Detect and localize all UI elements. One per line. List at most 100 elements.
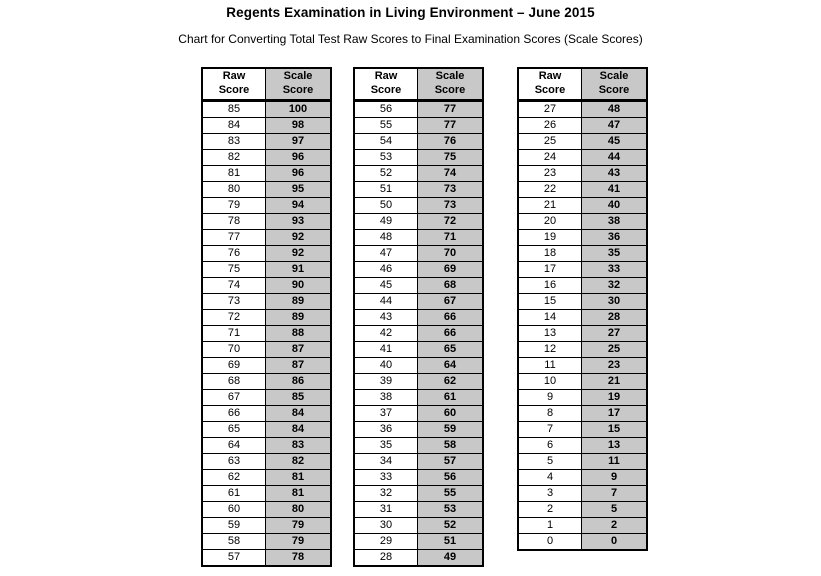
scale-score-cell: 2 (581, 517, 648, 534)
scale-score-cell: 85 (265, 389, 332, 406)
raw-score-cell: 14 (517, 309, 582, 326)
raw-score-cell: 62 (201, 469, 266, 486)
table-row: 52 74 (353, 165, 484, 182)
raw-score-cell: 68 (201, 373, 266, 390)
table-row: 8 17 (517, 405, 648, 422)
raw-score-cell: 12 (517, 341, 582, 358)
raw-score-cell: 51 (353, 181, 418, 198)
raw-score-cell: 74 (201, 277, 266, 294)
raw-score-cell: 70 (201, 341, 266, 358)
scale-score-cell: 80 (265, 501, 332, 518)
scale-score-cell: 77 (417, 117, 484, 134)
table-row: 13 27 (517, 325, 648, 342)
raw-score-cell: 46 (353, 261, 418, 278)
header-row: Raw Score Scale Score (353, 67, 484, 102)
scale-score-cell: 19 (581, 389, 648, 406)
table-row: 29 51 (353, 533, 484, 550)
table-row: 85 100 (201, 100, 332, 118)
table-row: 39 62 (353, 373, 484, 390)
raw-score-cell: 79 (201, 197, 266, 214)
table-row: 45 68 (353, 277, 484, 294)
raw-score-cell: 36 (353, 421, 418, 438)
raw-score-cell: 82 (201, 149, 266, 166)
scale-score-header: Scale Score (581, 67, 648, 102)
scale-score-cell: 11 (581, 453, 648, 470)
scale-score-cell: 49 (417, 549, 484, 567)
table-row: 71 88 (201, 325, 332, 342)
table-row: 28 49 (353, 549, 484, 567)
table-row: 17 33 (517, 261, 648, 278)
raw-score-cell: 23 (517, 165, 582, 182)
scale-score-cell: 27 (581, 325, 648, 342)
table-row: 7 15 (517, 421, 648, 438)
table-row: 78 93 (201, 213, 332, 230)
raw-score-cell: 19 (517, 229, 582, 246)
raw-score-cell: 39 (353, 373, 418, 390)
scale-score-cell: 76 (417, 133, 484, 150)
scale-score-cell: 41 (581, 181, 648, 198)
raw-score-cell: 4 (517, 469, 582, 486)
raw-score-cell: 1 (517, 517, 582, 534)
table-row: 37 60 (353, 405, 484, 422)
raw-score-cell: 77 (201, 229, 266, 246)
scale-score-header: Scale Score (265, 67, 332, 102)
table-row: 77 92 (201, 229, 332, 246)
raw-score-cell: 38 (353, 389, 418, 406)
scale-score-cell: 53 (417, 501, 484, 518)
table-row: 6 13 (517, 437, 648, 454)
scale-score-cell: 67 (417, 293, 484, 310)
raw-score-cell: 85 (201, 100, 266, 118)
table-row: 41 65 (353, 341, 484, 358)
scale-score-cell: 79 (265, 533, 332, 550)
scale-score-cell: 72 (417, 213, 484, 230)
table-row: 18 35 (517, 245, 648, 262)
table-row: 42 66 (353, 325, 484, 342)
table-row: 81 96 (201, 165, 332, 182)
scale-score-cell: 71 (417, 229, 484, 246)
raw-score-cell: 10 (517, 373, 582, 390)
raw-score-cell: 7 (517, 421, 582, 438)
raw-score-cell: 34 (353, 453, 418, 470)
table-row: 49 72 (353, 213, 484, 230)
scale-score-cell: 5 (581, 501, 648, 518)
scale-score-cell: 79 (265, 517, 332, 534)
scale-score-cell: 38 (581, 213, 648, 230)
scale-score-cell: 73 (417, 181, 484, 198)
table-row: 83 97 (201, 133, 332, 150)
scale-score-cell: 81 (265, 485, 332, 502)
header-row: Raw Score Scale Score (201, 67, 332, 102)
raw-score-cell: 29 (353, 533, 418, 550)
raw-score-cell: 35 (353, 437, 418, 454)
scale-score-cell: 66 (417, 309, 484, 326)
raw-score-cell: 66 (201, 405, 266, 422)
table-row: 58 79 (201, 533, 332, 550)
raw-score-cell: 63 (201, 453, 266, 470)
raw-score-cell: 60 (201, 501, 266, 518)
table-row: 65 84 (201, 421, 332, 438)
raw-score-cell: 81 (201, 165, 266, 182)
raw-score-cell: 55 (353, 117, 418, 134)
scale-score-cell: 40 (581, 197, 648, 214)
scale-score-cell: 17 (581, 405, 648, 422)
table-row: 75 91 (201, 261, 332, 278)
raw-score-cell: 22 (517, 181, 582, 198)
raw-score-cell: 3 (517, 485, 582, 502)
scale-score-cell: 25 (581, 341, 648, 358)
raw-score-cell: 20 (517, 213, 582, 230)
table-row: 48 71 (353, 229, 484, 246)
scale-score-cell: 35 (581, 245, 648, 262)
table-row: 62 81 (201, 469, 332, 486)
raw-score-cell: 43 (353, 309, 418, 326)
table-row: 84 98 (201, 117, 332, 134)
raw-score-cell: 84 (201, 117, 266, 134)
table-row: 74 90 (201, 277, 332, 294)
table-row: 5 11 (517, 453, 648, 470)
table-row: 55 77 (353, 117, 484, 134)
raw-score-cell: 76 (201, 245, 266, 262)
scale-score-cell: 28 (581, 309, 648, 326)
table-row: 26 47 (517, 117, 648, 134)
raw-score-cell: 49 (353, 213, 418, 230)
scale-score-cell: 87 (265, 357, 332, 374)
